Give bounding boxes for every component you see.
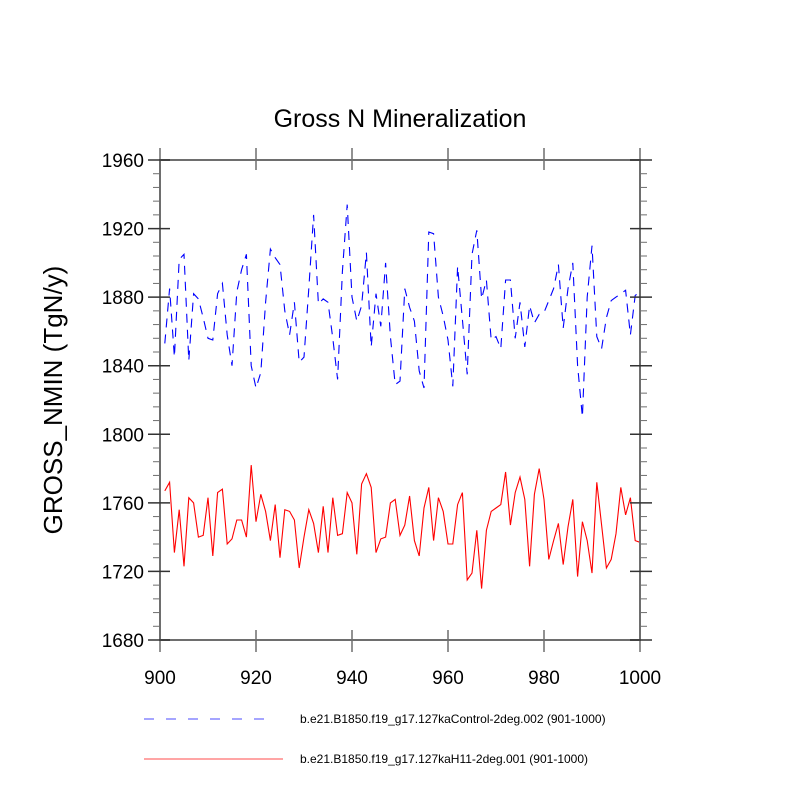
y-tick-label: 1880 bbox=[102, 288, 144, 309]
ticks-layer bbox=[148, 148, 652, 652]
tick-labels-layer: 900 920 940 960 980 1000 1680 1720 1760 1800 1840 1… bbox=[102, 151, 661, 689]
y-tick-label: 1960 bbox=[102, 151, 144, 172]
y-tick-label: 1680 bbox=[102, 631, 144, 652]
y-axis-label: GROSS_NMIN (TgN/y) bbox=[38, 266, 68, 535]
chart-title: Gross N Mineralization bbox=[274, 105, 527, 133]
y-tick-label: 1840 bbox=[102, 357, 144, 378]
y-tick-label: 1720 bbox=[102, 562, 144, 583]
x-tick-label: 920 bbox=[240, 668, 272, 689]
y-tick-label: 1920 bbox=[102, 220, 144, 241]
x-tick-label: 960 bbox=[432, 668, 464, 689]
series-layer bbox=[164, 204, 641, 589]
legend-label: b.e21.B1850.f19_g17.127kaControl-2deg.00… bbox=[300, 712, 606, 726]
y-tick-label: 1760 bbox=[102, 494, 144, 515]
series-line-h11 bbox=[164, 465, 641, 589]
x-tick-label: 980 bbox=[528, 668, 560, 689]
series-line-control bbox=[164, 204, 641, 418]
legend-label: b.e21.B1850.f19_g17.127kaH11-2deg.001 (9… bbox=[300, 752, 588, 766]
x-tick-label: 900 bbox=[144, 668, 176, 689]
plot-frame bbox=[159, 159, 641, 641]
y-tick-label: 1800 bbox=[102, 425, 144, 446]
x-tick-label: 940 bbox=[336, 668, 368, 689]
x-tick-label: 1000 bbox=[619, 668, 661, 689]
legend: b.e21.B1850.f19_g17.127kaControl-2deg.00… bbox=[144, 712, 606, 766]
